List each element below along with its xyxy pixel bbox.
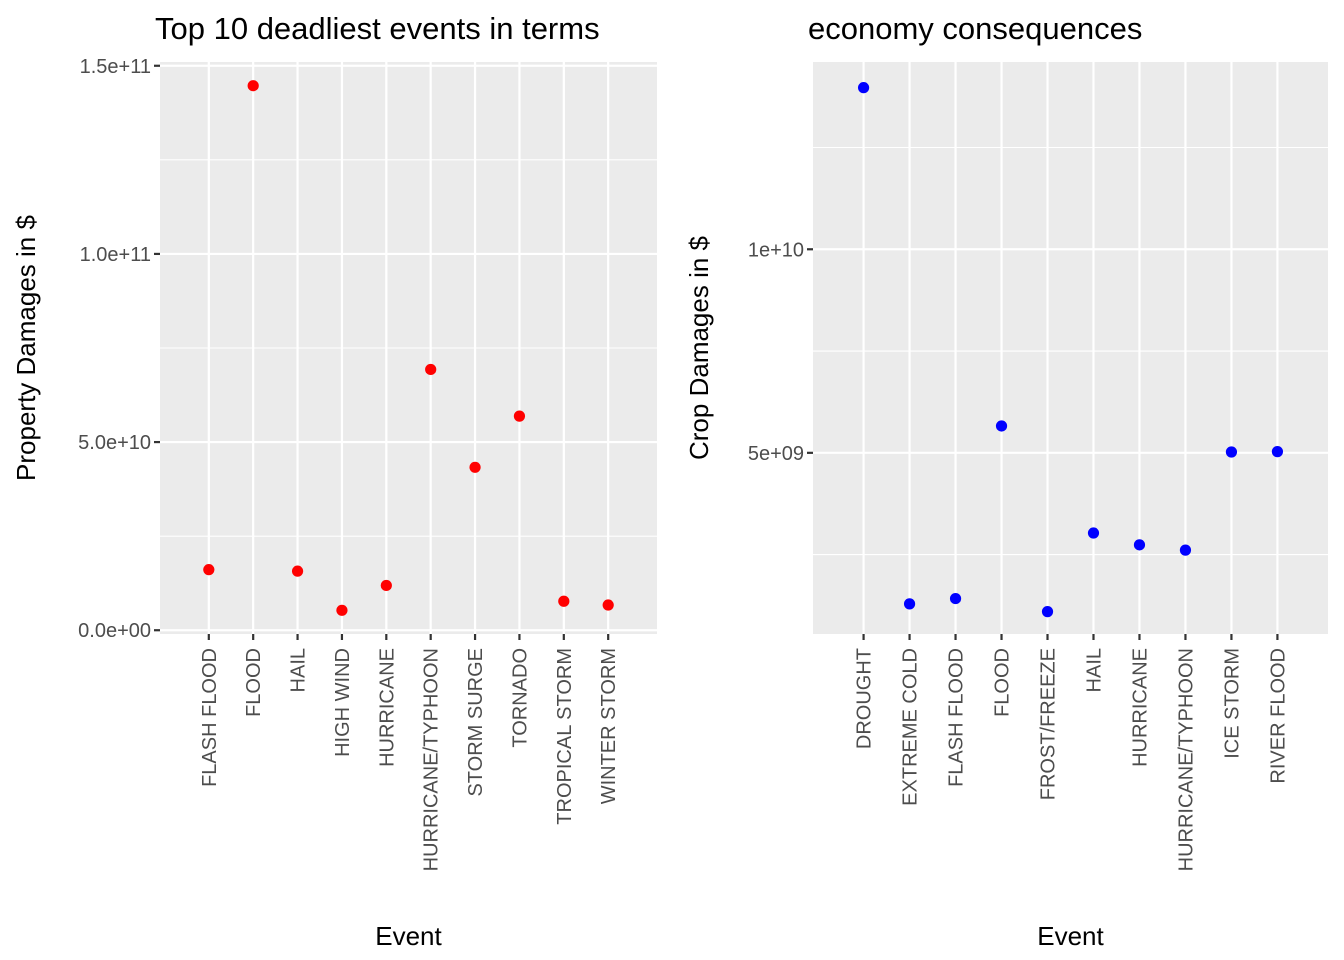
data-point — [203, 564, 215, 576]
x-tick-label: STORM SURGE — [465, 648, 487, 797]
major-gridlines — [813, 62, 1328, 634]
data-point — [558, 595, 570, 607]
data-point — [1271, 446, 1284, 458]
x-tick-label: FROST/FREEZE — [1038, 648, 1060, 800]
data-point — [903, 598, 916, 610]
data-point — [1179, 544, 1192, 556]
x-tick-label: RIVER FLOOD — [1267, 648, 1289, 784]
data-point — [425, 363, 437, 376]
x-tick-label: HAIL — [288, 648, 310, 692]
data-point — [469, 461, 481, 473]
property-damage-chart: Top 10 deadliest events in terms 0.0e+00… — [11, 11, 657, 951]
chart-title: economy consequences — [808, 11, 1142, 46]
x-tick-label: FLASH FLOOD — [199, 648, 221, 787]
y-tick-label: 5.0e+10 — [78, 432, 151, 454]
y-axis-ticks: 0.0e+00 5.0e+10 1.0e+11 1.5e+11 — [78, 56, 160, 642]
x-tick-label: TROPICAL STORM — [554, 648, 576, 825]
y-axis-title: Crop Damages in $ — [684, 235, 714, 460]
data-point — [1133, 539, 1146, 551]
y-tick-label: 1.0e+11 — [80, 244, 151, 266]
data-point — [1041, 606, 1054, 618]
x-tick-label: ICE STORM — [1221, 648, 1243, 759]
data-point — [247, 80, 259, 92]
data-point — [857, 82, 870, 94]
y-tick-label: 5e+09 — [748, 443, 804, 465]
x-tick-label: HURRICANE — [376, 648, 398, 767]
x-axis-ticks: DROUGHT EXTREME COLD FLASH FLOOD FLOOD FROST… — [854, 634, 1289, 871]
y-tick-label: 1e+10 — [748, 239, 804, 261]
data-point — [949, 592, 962, 605]
x-axis-title: Event — [1037, 921, 1104, 951]
x-axis-ticks: FLASH FLOOD FLOOD HAIL HIGH WIND HURRICANE HU… — [199, 634, 620, 871]
crop-damage-chart: economy consequences 5e+09 1e+10 DROUGHT E… — [684, 11, 1328, 951]
data-point — [380, 579, 392, 592]
y-tick-label: 1.5e+11 — [80, 56, 151, 78]
data-point — [336, 604, 348, 616]
x-tick-label: HAIL — [1083, 648, 1105, 692]
x-tick-label: DROUGHT — [854, 648, 876, 749]
minor-gridlines — [813, 146, 1328, 556]
data-points — [857, 82, 1284, 618]
plot-panel — [813, 62, 1328, 634]
x-tick-label: HURRICANE — [1129, 648, 1151, 767]
major-gridlines — [160, 62, 657, 634]
x-tick-label: FLOOD — [243, 648, 265, 717]
y-axis-ticks: 5e+09 1e+10 — [748, 239, 813, 465]
data-point — [1225, 446, 1238, 458]
x-axis-title: Event — [375, 921, 442, 951]
data-point — [995, 420, 1008, 432]
x-tick-label: WINTER STORM — [598, 648, 620, 804]
x-tick-label: TORNADO — [509, 648, 531, 748]
x-tick-label: HURRICANE/TYPHOON — [1175, 648, 1197, 871]
x-tick-label: FLASH FLOOD — [946, 648, 968, 787]
x-tick-label: HURRICANE/TYPHOON — [421, 648, 443, 871]
data-point — [602, 599, 614, 611]
chart-title: Top 10 deadliest events in terms — [155, 11, 600, 46]
data-point — [513, 410, 526, 422]
y-axis-title: Property Damages in $ — [11, 215, 41, 481]
y-tick-label: 0.0e+00 — [78, 620, 151, 642]
data-points — [203, 80, 614, 616]
x-tick-label: HIGH WIND — [332, 648, 354, 757]
data-point — [291, 565, 304, 577]
x-tick-label: FLOOD — [992, 648, 1014, 717]
minor-gridlines — [160, 159, 657, 537]
data-point — [1087, 527, 1100, 539]
x-tick-label: EXTREME COLD — [900, 648, 922, 806]
